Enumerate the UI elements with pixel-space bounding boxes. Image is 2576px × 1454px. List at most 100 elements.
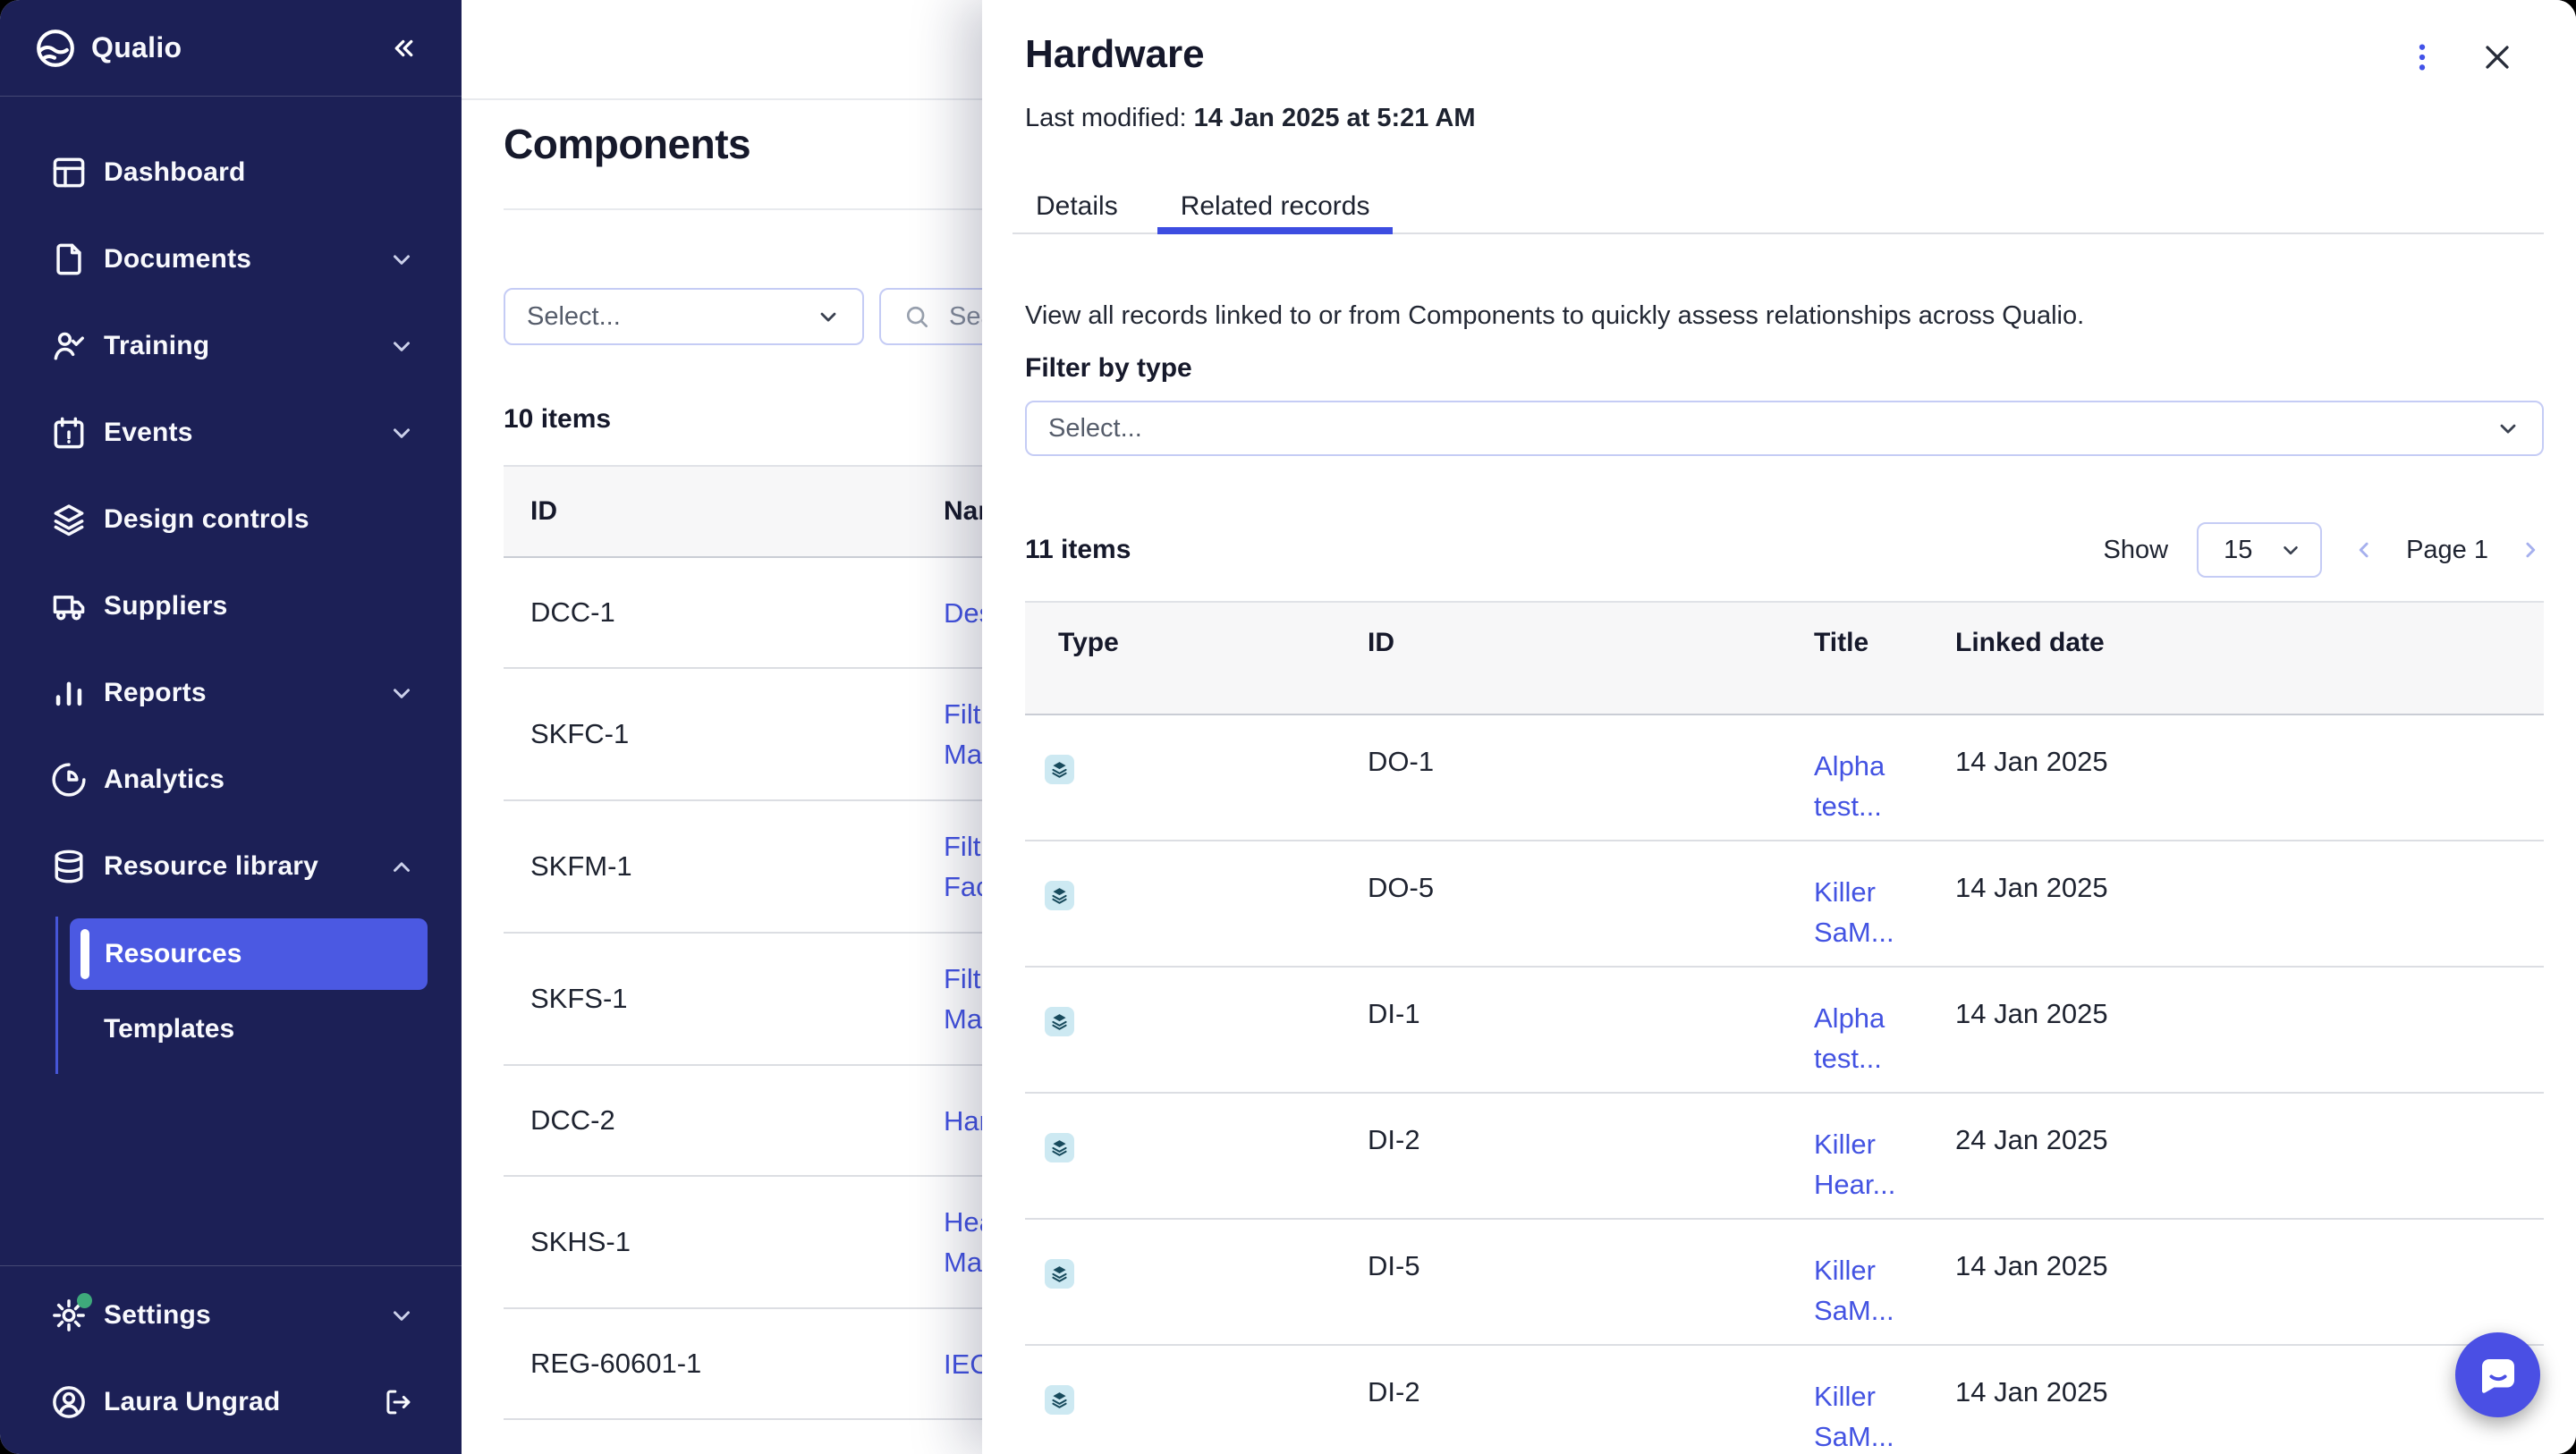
page-title: Components [504,120,750,168]
panel-menu-button[interactable] [2399,34,2445,80]
chevron-down-icon [388,419,415,446]
sidebar: Qualio Dashboard Documents Training [0,0,462,1454]
chevron-down-icon [388,680,415,706]
sidebar-item-training[interactable]: Training [0,302,462,389]
related-records-table: Type ID Title Linked date DO-1 Alphatest… [1025,601,2544,1454]
cell-id: DO-5 [1335,841,1781,966]
previous-page-button[interactable] [2351,537,2377,563]
sidebar-subitem-label: Templates [104,1014,234,1044]
cell-linked-date: 14 Jan 2025 [1922,1346,2544,1454]
table-header: Type ID Title Linked date [1025,601,2544,715]
logout-button[interactable] [381,1385,415,1419]
cell-id: DI-1 [1335,968,1781,1092]
column-header-id[interactable]: ID [504,496,944,527]
cell-id: SKFC-1 [504,718,944,750]
layers-icon [1049,885,1070,906]
last-modified: Last modified: 14 Jan 2025 at 5:21 AM [1025,104,1476,133]
cell-id: DCC-1 [504,596,944,629]
sidebar-item-label: Resource library [104,851,318,882]
components-filter-select[interactable]: Select... [504,288,864,345]
table-row[interactable]: DO-1 Alphatest... 14 Jan 2025 [1025,715,2544,841]
sidebar-item-resources[interactable]: Resources [70,918,428,990]
sidebar-collapse-button[interactable] [386,32,419,64]
cell-id: REG-60601-1 [504,1348,944,1380]
notification-dot [77,1293,92,1308]
logout-icon [381,1385,415,1419]
cell-title-link[interactable]: KillerSaM... [1781,1220,1922,1344]
tab-related-records[interactable]: Related records [1157,181,1394,232]
items-count: 10 items [504,404,611,435]
table-row[interactable]: DO-5 KillerSaM... 14 Jan 2025 [1025,841,2544,968]
cell-title-link[interactable]: KillerSaM... [1781,841,1922,966]
table-row[interactable]: DI-2 KillerSaM... 14 Jan 2025 [1025,1346,2544,1454]
column-header-id[interactable]: ID [1335,603,1781,714]
sidebar-item-user[interactable]: Laura Ungrad [0,1358,462,1445]
cell-linked-date: 14 Jan 2025 [1922,968,2544,1092]
sidebar-item-label: Design controls [104,504,309,535]
sidebar-item-label: Events [104,418,193,448]
column-header-type[interactable]: Type [1025,603,1335,714]
qualio-logo-icon [32,25,79,72]
sidebar-item-analytics[interactable]: Analytics [0,736,462,823]
column-header-linked-date[interactable]: Linked date [1922,603,2544,714]
column-header-title[interactable]: Title [1781,603,1922,714]
table-row[interactable]: DI-1 Alphatest... 14 Jan 2025 [1025,968,2544,1094]
list-toolbar: 11 items Show 15 Page 1 [1025,520,2544,579]
cell-linked-date: 14 Jan 2025 [1922,715,2544,840]
last-modified-value: 14 Jan 2025 at 5:21 AM [1194,104,1476,132]
table-row[interactable]: DI-5 KillerSaM... 14 Jan 2025 [1025,1220,2544,1346]
cell-id: DI-2 [1335,1094,1781,1218]
sidebar-header: Qualio [0,0,462,97]
chevron-down-icon [388,246,415,273]
database-icon [49,847,89,886]
chevron-down-icon [388,333,415,359]
sidebar-item-templates[interactable]: Templates [58,990,462,1069]
sidebar-item-design-controls[interactable]: Design controls [0,476,462,562]
layers-icon [1049,1011,1070,1032]
sidebar-footer: Settings Laura Ungrad [0,1265,462,1454]
items-count: 11 items [1025,535,1131,565]
user-check-icon [49,326,89,366]
design-control-type-badge [1045,881,1074,910]
sidebar-item-settings[interactable]: Settings [0,1272,462,1358]
design-control-type-badge [1045,1007,1074,1036]
design-control-type-badge [1045,1133,1074,1162]
panel-close-button[interactable] [2474,34,2521,80]
design-control-type-badge [1045,1385,1074,1415]
chevron-down-icon [2496,416,2521,441]
cell-title-link[interactable]: KillerHear... [1781,1094,1922,1218]
sidebar-item-documents[interactable]: Documents [0,216,462,302]
dashboard-icon [49,153,89,192]
type-filter-select[interactable]: Select... [1025,401,2544,456]
next-page-button[interactable] [2517,537,2544,563]
sidebar-item-resource-library[interactable]: Resource library [0,823,462,909]
cell-title-link[interactable]: KillerSaM... [1781,1346,1922,1454]
bar-chart-icon [49,673,89,713]
chat-launcher-button[interactable] [2455,1332,2540,1417]
active-indicator [80,929,89,979]
layers-icon [1049,1137,1070,1158]
cell-title-link[interactable]: Alphatest... [1781,715,1922,840]
design-control-type-badge [1045,755,1074,784]
cell-id: DI-2 [1335,1346,1781,1454]
cell-title-link[interactable]: Alphatest... [1781,968,1922,1092]
layers-icon [1049,1264,1070,1284]
sidebar-item-reports[interactable]: Reports [0,649,462,736]
panel-tabs: Details Related records [1013,181,2544,234]
sidebar-item-events[interactable]: Events [0,389,462,476]
qualio-app-window: Qualio Dashboard Documents Training [0,0,2576,1454]
sidebar-item-label: Training [104,331,209,361]
cell-id: SKFS-1 [504,983,944,1015]
chevron-down-icon [388,1302,415,1329]
select-placeholder: Select... [1048,414,1142,444]
sidebar-item-suppliers[interactable]: Suppliers [0,562,462,649]
tab-details[interactable]: Details [1013,181,1141,232]
resource-library-submenu: Resources Templates [55,917,462,1074]
sidebar-item-label: Settings [104,1300,211,1331]
sidebar-item-dashboard[interactable]: Dashboard [0,129,462,216]
page-size-select[interactable]: 15 [2197,522,2322,578]
cell-linked-date: 24 Jan 2025 [1922,1094,2544,1218]
kebab-menu-icon [2404,39,2440,75]
table-row[interactable]: DI-2 KillerHear... 24 Jan 2025 [1025,1094,2544,1220]
show-label: Show [2104,536,2169,565]
